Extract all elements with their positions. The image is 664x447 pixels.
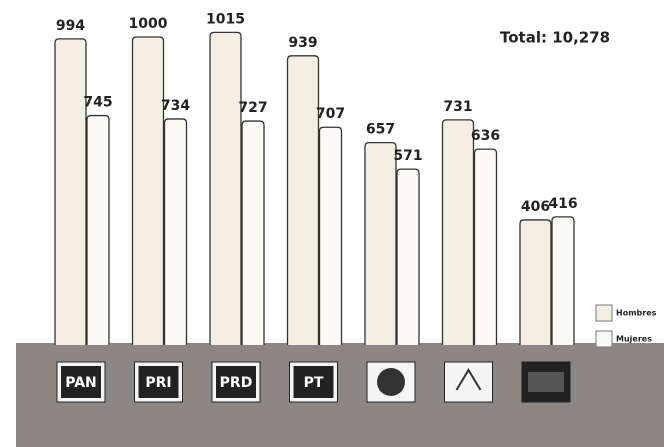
value-label: 657 [366,122,395,138]
bar [519,219,552,345]
value-label: 1000 [129,16,168,32]
value-label: 994 [56,18,85,34]
party-logo-mark [216,366,256,398]
bar [163,118,188,345]
bar [286,55,320,345]
bar [54,38,87,345]
party-logo [444,361,493,403]
party-logo-mark [293,366,334,398]
value-label: 939 [288,35,317,51]
party-logo-mark [377,368,405,396]
value-label: 745 [83,95,112,111]
value-label: 731 [443,99,472,115]
value-label: 571 [393,148,422,164]
value-label: 1015 [206,11,245,27]
party-label: PRI [145,375,171,391]
bar [396,168,420,345]
legend-swatch [595,304,613,322]
bar [441,119,475,345]
value-label: 727 [238,100,267,116]
party-label: PT [304,375,324,391]
value-label: 636 [471,128,500,144]
bar [86,114,110,345]
legend-swatch [595,330,613,348]
value-label: 734 [161,98,190,114]
legend-label: Mujeres [616,335,652,344]
bar [551,216,575,345]
party-logo-mark [61,366,101,398]
party-label: PAN [65,375,97,391]
party-logo-mark [455,368,482,391]
bar [473,148,498,345]
value-label: 406 [521,199,550,215]
bar [241,120,265,345]
legend-label: Hombres [616,309,657,318]
party-label: PRD [220,375,253,391]
bar [364,141,397,345]
party-logo-mark [138,366,179,398]
total-annotation: Total: 10,278 [500,29,610,47]
value-label: 707 [316,106,345,122]
bar [318,126,343,345]
value-label: 416 [548,196,577,212]
bar [131,36,165,345]
party-logo-mark [528,372,564,392]
bar [209,31,242,345]
